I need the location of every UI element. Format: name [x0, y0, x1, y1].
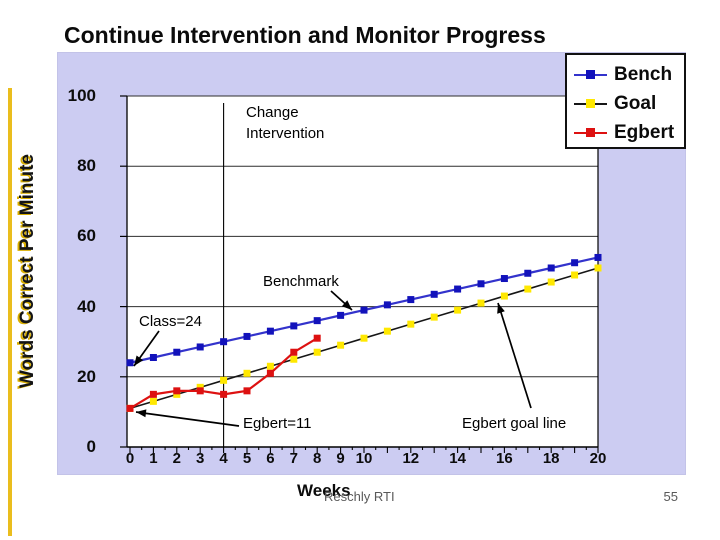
- x-tick-label: 4: [219, 450, 228, 467]
- legend-label: Goal: [614, 92, 657, 114]
- y-axis-title: Words Correct Per Minute: [17, 153, 38, 389]
- accent-bar: [8, 88, 12, 536]
- plot-area: [127, 96, 598, 447]
- legend-item-bench: Bench: [567, 60, 684, 89]
- y-tick-label: 100: [67, 86, 96, 105]
- legend-marker-sample: [586, 70, 595, 79]
- x-tick-label: 3: [196, 450, 205, 467]
- y-tick-label: 40: [77, 296, 96, 316]
- x-tick-label: 14: [449, 450, 466, 467]
- x-tick-label: 9: [336, 450, 345, 467]
- egbert-legend-marker-icon: [574, 128, 607, 138]
- legend-item-egbert: Egbert: [567, 118, 684, 147]
- annotation-egbert-goal-line: Egbert goal line: [462, 415, 567, 432]
- y-tick-label: 80: [77, 156, 96, 176]
- legend: Bench Goal Egbert: [565, 53, 686, 149]
- x-tick-label: 18: [542, 450, 560, 467]
- x-tick-label: 20: [589, 450, 607, 467]
- page-number: 55: [663, 489, 678, 504]
- annotation-class-24: Class=24: [139, 313, 202, 330]
- x-tick-label: 12: [402, 450, 420, 467]
- y-tick-label: 0: [86, 437, 96, 456]
- x-tick-label: 1: [149, 450, 158, 467]
- x-tick-label: 6: [266, 450, 275, 467]
- y-tick-label: 60: [77, 226, 96, 246]
- x-tick-label: 2: [172, 450, 181, 467]
- bench-legend-marker-icon: [574, 70, 607, 80]
- y-tick-label: 20: [77, 366, 96, 386]
- footer-credit: Reschly RTI: [324, 489, 395, 504]
- legend-item-goal: Goal: [567, 89, 684, 118]
- legend-label: Egbert: [614, 121, 675, 143]
- annotation-benchmark: Benchmark: [263, 273, 339, 290]
- legend-marker-sample: [586, 128, 595, 137]
- annotation-change-intervention: Change Intervention: [246, 104, 325, 142]
- legend-label: Bench: [614, 63, 673, 85]
- x-tick-label: 7: [289, 450, 298, 467]
- legend-marker-sample: [586, 99, 595, 108]
- x-axis-title: Weeks: [297, 481, 351, 500]
- annotation-egbert-11: Egbert=11: [243, 415, 312, 432]
- x-tick-label: 8: [313, 450, 322, 467]
- goal-legend-marker-icon: [574, 99, 607, 109]
- x-tick-label: 5: [242, 450, 252, 467]
- x-tick-label: 10: [355, 450, 373, 467]
- x-tick-label: 0: [125, 450, 135, 467]
- page-title: Continue Intervention and Monitor Progre…: [64, 22, 546, 48]
- x-tick-label: 16: [496, 450, 513, 467]
